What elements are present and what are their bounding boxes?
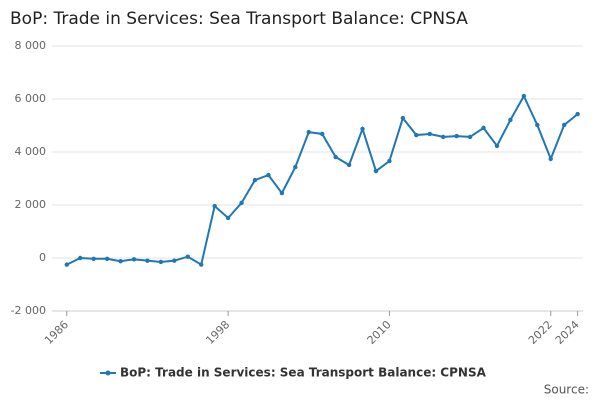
x-tick-label: 2010 (365, 318, 394, 347)
point (91, 256, 96, 261)
point (306, 129, 311, 135)
point (185, 254, 190, 259)
x-tick-label: 1998 (203, 318, 232, 347)
point (172, 258, 177, 263)
y-tick-label: 4 000 (15, 145, 47, 158)
point (199, 262, 204, 267)
point (145, 258, 150, 263)
point (104, 256, 110, 261)
point (387, 158, 392, 164)
point (158, 259, 164, 265)
point (346, 162, 352, 168)
point (467, 134, 473, 140)
legend-marker (105, 370, 111, 376)
point (548, 156, 553, 162)
chart-title: BoP: Trade in Services: Sea Transport Ba… (10, 9, 468, 29)
point (535, 122, 540, 128)
point (293, 164, 298, 170)
point (212, 203, 217, 209)
point (454, 133, 459, 139)
x-tick-label: 1986 (42, 318, 71, 347)
point (575, 111, 580, 117)
y-tick-label: 0 (39, 251, 46, 264)
point (373, 168, 379, 174)
point (561, 122, 567, 128)
point (360, 126, 365, 132)
line (66, 93, 579, 267)
y-tick-label: 6 000 (15, 92, 47, 105)
point (225, 215, 231, 221)
point (333, 154, 338, 160)
point (508, 117, 513, 123)
point (440, 134, 446, 140)
point (118, 258, 123, 264)
point (239, 200, 244, 206)
point (266, 172, 271, 178)
point (64, 262, 69, 267)
point (320, 131, 325, 137)
y-tick-label: 2 000 (15, 198, 47, 211)
x-tick-label: 2024 (553, 318, 582, 347)
y-tick-label: 8 000 (15, 39, 47, 52)
point (252, 177, 258, 183)
y-tick-label: -2 000 (11, 304, 46, 317)
x-tick-label: 2022 (526, 318, 555, 347)
point (400, 115, 406, 121)
point (414, 132, 419, 138)
point (427, 131, 432, 137)
legend-label: BoP: Trade in Services: Sea Transport Ba… (120, 366, 487, 380)
point (481, 125, 486, 131)
point (279, 190, 285, 196)
point (521, 93, 527, 99)
source: Source: (544, 383, 589, 397)
point (78, 255, 83, 261)
point (494, 143, 500, 149)
point (131, 257, 137, 262)
